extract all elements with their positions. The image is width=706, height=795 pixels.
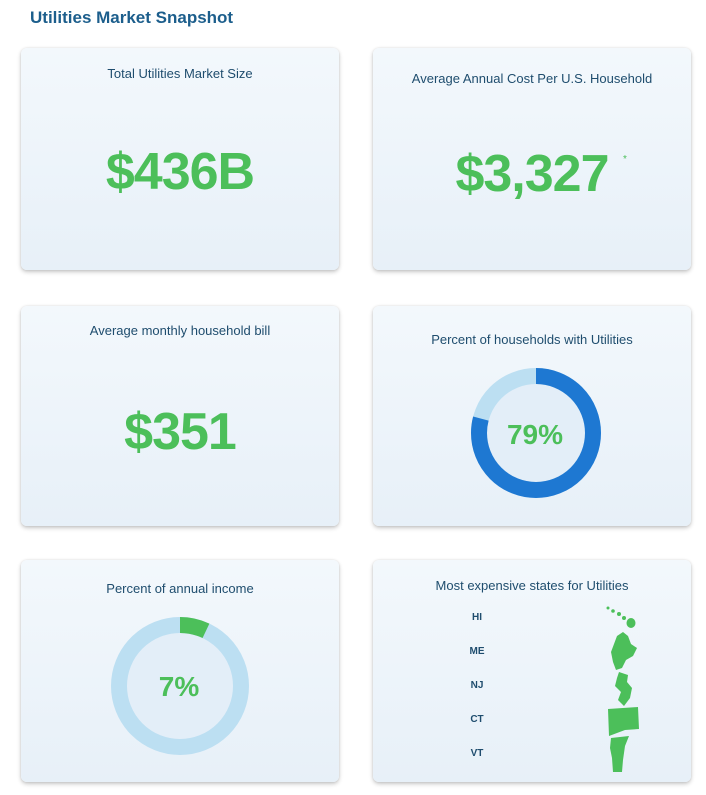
monthly-bill-value: $351 [124,403,237,461]
annual-cost-value: $3,327 [455,145,609,203]
page-title: Utilities Market Snapshot [30,8,234,27]
income-pct-title: Percent of annual income [106,581,254,596]
states-card: Most expensive states for Utilities HI ME… [373,560,691,782]
state-label: NJ [470,680,484,691]
state-label: CT [470,714,484,725]
households-donut-bg [479,376,593,490]
states-title: Most expensive states for Utilities [435,578,629,593]
market-size-card: Total Utilities Market Size $436B [21,48,339,270]
households-pct-title: Percent of households with Utilities [431,332,633,347]
households-pct-card: Percent of households with Utilities 79% [373,306,691,526]
market-size-title: Total Utilities Market Size [107,66,253,81]
households-donut-chart: 79% [471,368,601,498]
annual-cost-footnote: * [623,154,627,165]
state-label: HI [472,612,482,623]
hi-shape [606,606,636,628]
me-shape [611,632,637,670]
vt-shape [610,736,629,772]
monthly-bill-card: Average monthly household bill $351 [21,306,339,526]
income-donut-chart: 7% [111,617,249,755]
state-shapes [606,606,639,772]
ct-shape [608,707,639,736]
households-donut-label: 79% [507,419,563,450]
households-donut-arc [471,368,601,498]
income-donut-label: 7% [159,671,200,702]
income-pct-card: Percent of annual income 7% [21,560,339,782]
income-donut-arc [111,617,249,755]
annual-cost-card: Average Annual Cost Per U.S. Household $… [373,48,691,270]
market-size-value: $436B [105,143,255,201]
monthly-bill-title: Average monthly household bill [89,323,271,338]
state-label: ME [469,646,485,657]
annual-cost-title: Average Annual Cost Per U.S. Household [411,71,653,86]
nj-shape [615,672,632,706]
income-donut-bg [119,625,241,747]
state-label: VT [470,748,484,759]
